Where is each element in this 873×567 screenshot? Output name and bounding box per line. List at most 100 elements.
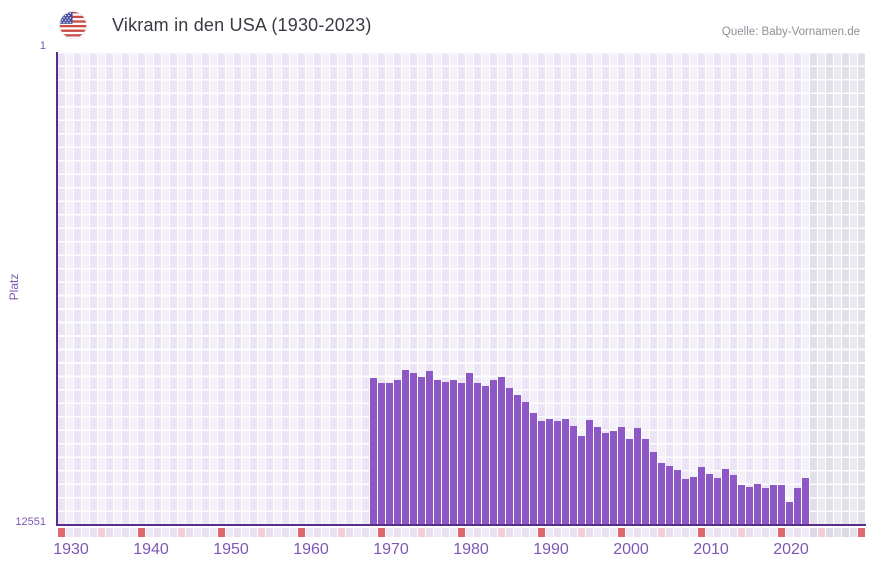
grid-column-1942	[154, 52, 161, 524]
grid-column-1966	[346, 52, 353, 524]
grid-column-1948	[202, 52, 209, 524]
year-marker-2005	[658, 528, 665, 537]
source-link[interactable]: Quelle: Baby-Vornamen.de	[721, 26, 860, 38]
x-tick-2000: 2000	[613, 541, 649, 558]
year-marker-1980	[458, 528, 465, 537]
year-marker-2026	[826, 528, 833, 537]
bar-1975	[418, 376, 425, 524]
grid-column-1962	[314, 52, 321, 524]
x-tick-2020: 2020	[773, 541, 809, 558]
bar-2017	[754, 484, 761, 524]
y-tick-top: 1	[39, 40, 46, 52]
grid-column-2015	[738, 52, 745, 524]
grid-column-1937	[114, 52, 121, 524]
year-marker-1946	[186, 528, 193, 537]
year-marker-1939	[130, 528, 137, 537]
bar-1980	[458, 383, 465, 524]
year-marker-1949	[210, 528, 217, 537]
year-marker-2023	[802, 528, 809, 537]
year-marker-1984	[490, 528, 497, 537]
x-tick-1930: 1930	[53, 541, 89, 558]
grid-column-2026	[826, 52, 833, 524]
grid-column-1968	[362, 52, 369, 524]
bar-1976	[426, 370, 433, 524]
grid-column-2013	[722, 52, 729, 524]
grid-column-1961	[306, 52, 313, 524]
grid-column-1941	[146, 52, 153, 524]
year-marker-1942	[154, 528, 161, 537]
year-marker-1940	[138, 528, 145, 537]
x-tick-1940: 1940	[133, 541, 169, 558]
year-marker-1970	[378, 528, 385, 537]
bar-2000	[618, 426, 625, 524]
grid-column-2024	[810, 52, 817, 524]
grid-column-2009	[690, 52, 697, 524]
grid-column-1933	[82, 52, 89, 524]
bar-2006	[666, 466, 673, 524]
year-marker-1996	[586, 528, 593, 537]
year-marker-1947	[194, 528, 201, 537]
year-marker-2030	[858, 528, 865, 537]
year-marker-2007	[674, 528, 681, 537]
bar-2011	[706, 473, 713, 524]
bar-1992	[554, 420, 561, 524]
year-marker-1961	[306, 528, 313, 537]
year-marker-2013	[722, 528, 729, 537]
bar-1972	[394, 379, 401, 524]
grid-column-2022	[794, 52, 801, 524]
grid-column-1964	[330, 52, 337, 524]
year-marker-2017	[754, 528, 761, 537]
bar-1988	[522, 401, 529, 524]
year-marker-2001	[626, 528, 633, 537]
year-marker-1964	[330, 528, 337, 537]
year-marker-1991	[546, 528, 553, 537]
grid-column-1951	[226, 52, 233, 524]
bar-2014	[730, 475, 737, 524]
bar-1977	[434, 379, 441, 524]
year-marker-1987	[514, 528, 521, 537]
bar-1985	[498, 376, 505, 524]
bar-1996	[586, 420, 593, 524]
x-tick-1970: 1970	[373, 541, 409, 558]
y-tick-bottom: 12551	[15, 516, 46, 528]
grid-column-2016	[746, 52, 753, 524]
grid-column-1936	[106, 52, 113, 524]
bar-1994	[570, 425, 577, 524]
year-marker-1957	[274, 528, 281, 537]
year-marker-2015	[738, 528, 745, 537]
year-marker-1972	[394, 528, 401, 537]
grid-column-2019	[770, 52, 777, 524]
year-marker-2022	[794, 528, 801, 537]
year-marker-2027	[834, 528, 841, 537]
year-marker-1983	[482, 528, 489, 537]
year-marker-1965	[338, 528, 345, 537]
year-marker-1992	[554, 528, 561, 537]
grid-column-2005	[658, 52, 665, 524]
year-marker-1998	[602, 528, 609, 537]
x-tick-1960: 1960	[293, 541, 329, 558]
grid-column-1931	[66, 52, 73, 524]
year-marker-1989	[530, 528, 537, 537]
x-tick-1950: 1950	[213, 541, 249, 558]
bar-2007	[674, 470, 681, 524]
bar-1971	[386, 382, 393, 524]
year-marker-1935	[98, 528, 105, 537]
year-marker-1963	[322, 528, 329, 537]
year-marker-1954	[250, 528, 257, 537]
year-marker-2002	[634, 528, 641, 537]
grid-column-1940	[138, 52, 145, 524]
grid-column-2030	[858, 52, 865, 524]
year-marker-1958	[282, 528, 289, 537]
bar-1978	[442, 382, 449, 524]
grid-column-1949	[210, 52, 217, 524]
year-marker-1990	[538, 528, 545, 537]
grid-column-2018	[762, 52, 769, 524]
x-axis-ticks: 1930 1940 1950 1960 1970 1980 1990 2000 2010 2020	[53, 541, 866, 563]
x-tick-2010: 2010	[693, 541, 729, 558]
bar-2012	[714, 478, 721, 524]
year-marker-1975	[418, 528, 425, 537]
grid-column-2011	[706, 52, 713, 524]
bar-1989	[530, 413, 537, 524]
grid-column-2012	[714, 52, 721, 524]
year-marker-1993	[562, 528, 569, 537]
